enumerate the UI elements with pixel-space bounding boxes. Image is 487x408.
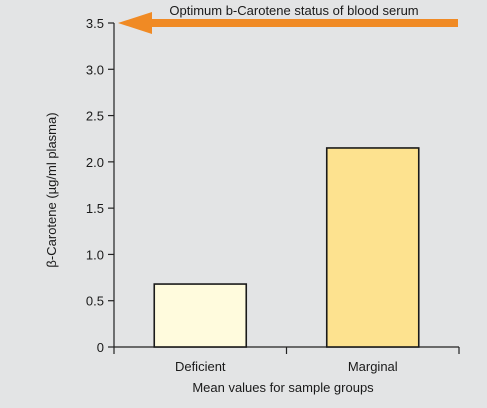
left-arrow-icon bbox=[118, 12, 152, 34]
x-tick-label: Marginal bbox=[348, 359, 398, 374]
y-tick-label: 1.5 bbox=[86, 201, 104, 216]
x-axis-label: Mean values for sample groups bbox=[192, 380, 374, 395]
y-tick-label: 0.5 bbox=[86, 294, 104, 309]
y-axis: 0 0.5 1.0 1.5 2.0 2.5 3.0 3.5 bbox=[86, 16, 115, 355]
optimum-annotation: Optimum b-Carotene status of blood serum bbox=[118, 3, 458, 34]
bar-marginal bbox=[325, 147, 420, 348]
y-tick-label: 2.0 bbox=[86, 155, 104, 170]
bar-deficient bbox=[153, 283, 248, 348]
y-tick-label: 3.5 bbox=[86, 16, 104, 31]
y-tick-label: 1.0 bbox=[86, 247, 104, 262]
x-tick-label: Deficient bbox=[175, 359, 226, 374]
y-tick-label: 3.0 bbox=[86, 62, 104, 77]
annotation-text: Optimum b-Carotene status of blood serum bbox=[169, 3, 418, 18]
y-axis-label: β-Carotene (µg/ml plasma) bbox=[44, 112, 59, 267]
arrow-shaft bbox=[150, 19, 458, 27]
y-tick-label: 2.5 bbox=[86, 109, 104, 124]
bars: Deficient Marginal bbox=[153, 147, 420, 374]
x-axis bbox=[113, 346, 460, 354]
y-tick-label: 0 bbox=[97, 340, 104, 355]
